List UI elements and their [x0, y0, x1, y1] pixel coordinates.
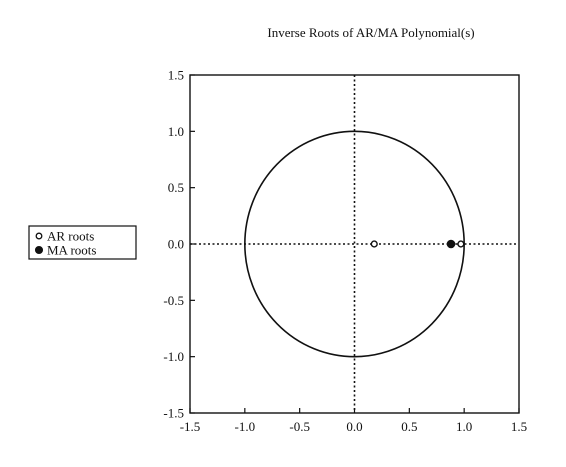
x-tick-label: -1.5 [180, 419, 201, 434]
x-tick-label: 1.5 [511, 419, 527, 434]
ma-root-point [446, 239, 456, 249]
x-tick-label: -1.0 [235, 419, 256, 434]
legend-ar-label: AR roots [47, 229, 94, 244]
legend-box [28, 225, 137, 260]
legend-ar-marker [35, 232, 43, 240]
legend-ma-marker [34, 245, 44, 255]
ar-root-point [370, 240, 378, 248]
chart-title: Inverse Roots of AR/MA Polynomial(s) [267, 25, 474, 40]
y-tick-label: -1.0 [163, 349, 184, 364]
x-tick-label: -0.5 [289, 419, 310, 434]
y-tick-label: 0.0 [168, 237, 184, 252]
y-tick-label: 1.5 [168, 68, 184, 83]
x-tick-label: 0.5 [401, 419, 417, 434]
legend-ma-label: MA roots [47, 243, 96, 258]
x-tick-label: 0.0 [346, 419, 362, 434]
y-tick-label: 0.5 [168, 180, 184, 195]
x-tick-label: 1.0 [456, 419, 472, 434]
y-tick-label: 1.0 [168, 124, 184, 139]
y-tick-label: -1.5 [163, 406, 184, 421]
y-tick-label: -0.5 [163, 293, 184, 308]
plot-area: -1.5 -1.0 -0.5 0.0 0.5 1.0 1.5 1.5 1.0 0.5 0.0 -0.5… [163, 68, 527, 435]
ar-root-point [457, 240, 465, 248]
